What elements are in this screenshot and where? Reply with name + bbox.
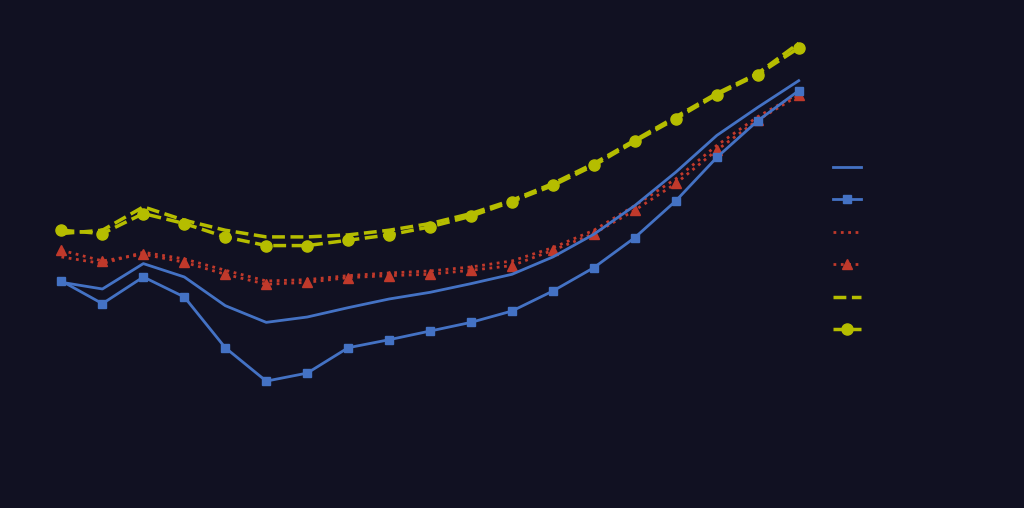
Legend: , , , , , : , , , , ,: [834, 162, 864, 336]
